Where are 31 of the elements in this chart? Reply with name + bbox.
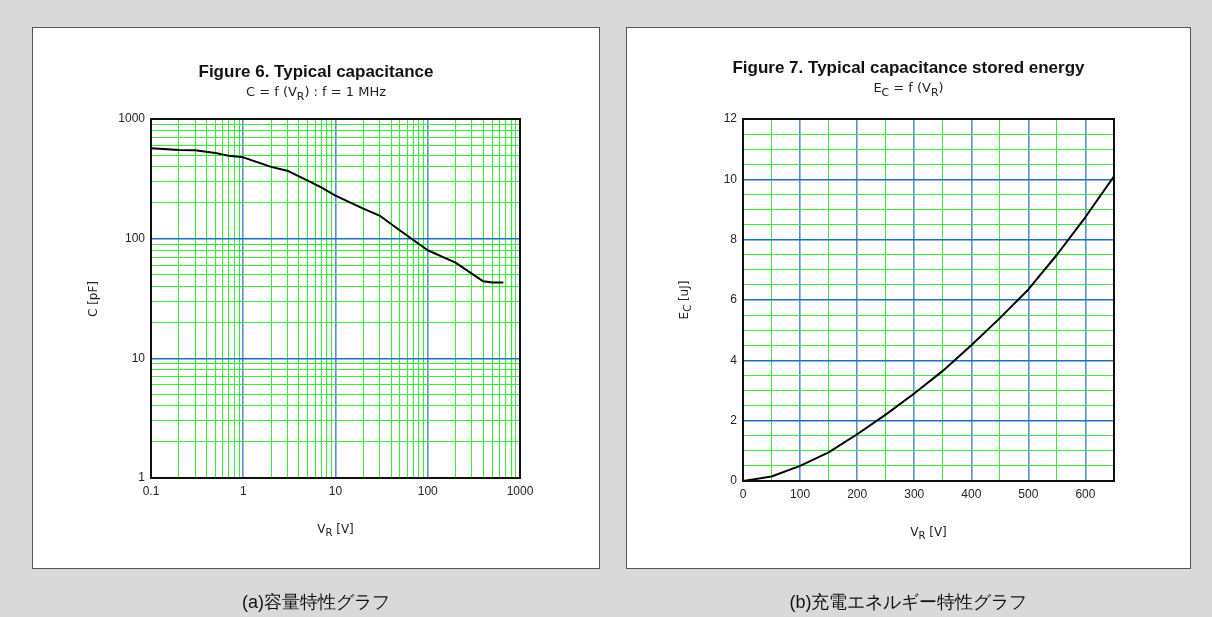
x-axis-title: V$_{R}$ [V]	[909, 525, 948, 542]
x-tick-label: 300	[904, 486, 925, 501]
y-tick-label: 10	[131, 350, 146, 365]
x-tick-label: 1000	[506, 483, 534, 498]
chart-title: Figure 6. Typical capacitance	[197, 62, 435, 82]
y-tick-label: 100	[124, 230, 146, 245]
y-tick-label: 1	[138, 470, 146, 485]
y-tick-label: 10	[723, 171, 738, 186]
y-tick-label: 6	[730, 292, 738, 307]
y-axis-title: C [pF]	[86, 280, 100, 317]
x-tick-label: 400	[961, 486, 982, 501]
x-tick-label: 200	[847, 486, 868, 501]
y-tick-label: 8	[730, 231, 738, 246]
chart-subtitle: C = f (V$_{R}$) : f = 1 MHz	[244, 84, 388, 103]
text: (b)充電エネルギー特性グラフ	[788, 591, 1029, 614]
chart-title: Figure 7. Typical capacitance stored energy	[731, 58, 1086, 78]
text: (a)容量特性グラフ	[241, 591, 391, 614]
chart-subtitle: E$_{C}$ = f (V$_{R}$)	[872, 80, 945, 99]
x-tick-label: 100	[790, 486, 811, 501]
y-tick-label: 0	[730, 473, 738, 488]
x-tick-label: 500	[1018, 486, 1039, 501]
x-tick-label: 600	[1075, 486, 1096, 501]
x-tick-label: 0.1	[142, 483, 160, 498]
y-tick-label: 4	[730, 352, 738, 367]
y-tick-label: 2	[730, 412, 738, 427]
x-tick-label: 10	[328, 483, 343, 498]
y-tick-label: 1000	[118, 111, 146, 126]
x-tick-label: 100	[417, 483, 439, 498]
x-axis-title: V$_{R}$ [V]	[316, 522, 355, 539]
y-tick-label: 12	[723, 111, 738, 126]
x-tick-label: 1	[239, 483, 247, 498]
